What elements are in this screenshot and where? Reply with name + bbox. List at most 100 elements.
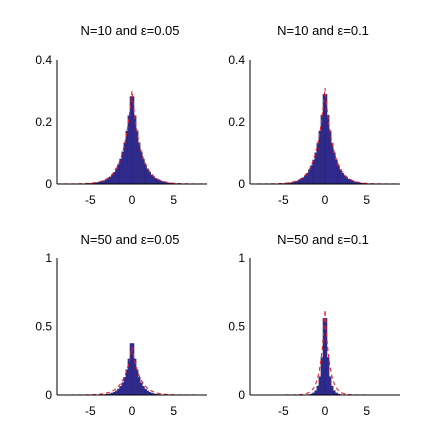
histogram-bar bbox=[314, 390, 317, 396]
histogram-bar bbox=[304, 175, 307, 185]
histogram-bar bbox=[119, 386, 122, 396]
histogram-bar bbox=[337, 165, 340, 185]
y-tick-label: 0.4 bbox=[228, 53, 245, 67]
histogram-bar bbox=[102, 180, 106, 185]
histogram-bar bbox=[306, 172, 309, 185]
histogram-bar bbox=[333, 152, 336, 185]
histogram-bar bbox=[341, 172, 344, 185]
histogram-bar bbox=[318, 376, 321, 396]
histogram-bar bbox=[297, 180, 301, 185]
y-tick-label: 0 bbox=[238, 177, 245, 191]
panel-title: N=50 and ε=0.05 bbox=[80, 232, 179, 247]
histogram-bar bbox=[142, 158, 145, 185]
x-tick-label: -5 bbox=[278, 404, 289, 418]
histogram-bar bbox=[308, 169, 311, 185]
histogram-bar bbox=[104, 179, 108, 185]
x-tick-label: 0 bbox=[129, 404, 136, 418]
histogram-bar bbox=[121, 151, 124, 185]
x-tick-label: -5 bbox=[85, 404, 96, 418]
histogram-bar bbox=[333, 390, 336, 396]
histogram-bar bbox=[140, 382, 143, 396]
fit-curve bbox=[250, 87, 400, 185]
histogram-bar bbox=[148, 172, 151, 185]
histogram-bar bbox=[131, 343, 135, 396]
panel-title: N=50 and ε=0.1 bbox=[277, 232, 369, 247]
panel-title: N=10 and ε=0.1 bbox=[277, 23, 369, 38]
histogram-bar bbox=[314, 152, 317, 185]
x-tick-label: 0 bbox=[129, 193, 136, 207]
histogram-bar bbox=[117, 164, 120, 185]
histogram-bar bbox=[115, 168, 118, 185]
panel-2: N=10 and ε=0.1 0 0.2 0.4 -5 0 5 bbox=[228, 23, 400, 207]
histogram-bar bbox=[138, 377, 141, 396]
histogram-bar bbox=[150, 174, 153, 185]
x-tick-label: -5 bbox=[85, 193, 96, 207]
x-tick-label: 5 bbox=[363, 193, 370, 207]
histogram-bar bbox=[310, 165, 313, 185]
histogram-bar bbox=[142, 386, 145, 396]
histogram-bar bbox=[329, 376, 332, 396]
y-tick-label: 0.2 bbox=[228, 115, 245, 129]
histogram-bar bbox=[312, 159, 315, 185]
panel-4: N=50 and ε=0.1 0 0.5 1 -5 0 5 bbox=[228, 232, 400, 418]
histogram bbox=[279, 94, 371, 185]
x-tick-label: 0 bbox=[322, 404, 329, 418]
x-tick-label: 5 bbox=[170, 193, 177, 207]
histogram-bar bbox=[324, 94, 328, 185]
histogram-bar bbox=[106, 178, 110, 185]
panel-title: N=10 and ε=0.05 bbox=[80, 23, 179, 38]
histogram-bar bbox=[113, 172, 116, 185]
histogram-bar bbox=[144, 164, 147, 185]
histogram-bar bbox=[320, 357, 324, 396]
histogram-bar bbox=[339, 169, 342, 185]
histogram-bar bbox=[320, 114, 324, 185]
x-tick-label: 5 bbox=[363, 404, 370, 418]
histogram-bar bbox=[335, 159, 338, 185]
histogram-bar bbox=[146, 390, 149, 396]
histogram-bar bbox=[331, 143, 334, 185]
x-tick-label: -5 bbox=[278, 193, 289, 207]
histogram-bar bbox=[140, 151, 143, 185]
panel-1: N=10 and ε=0.05 0 0.2 0.4 -5 0 5 bbox=[35, 23, 207, 207]
histogram-bar bbox=[154, 178, 158, 185]
histogram bbox=[308, 318, 342, 396]
histogram-bar bbox=[125, 130, 128, 185]
y-tick-label: 0.2 bbox=[35, 115, 52, 129]
y-tick-label: 0.5 bbox=[35, 320, 52, 334]
y-tick-label: 0 bbox=[238, 388, 245, 402]
x-tick-label: 5 bbox=[170, 404, 177, 418]
histogram-bar bbox=[117, 388, 120, 396]
y-tick-label: 0 bbox=[45, 388, 52, 402]
histogram-bar bbox=[119, 158, 122, 185]
fit-curve bbox=[57, 346, 207, 396]
histogram-bar bbox=[326, 357, 330, 396]
histogram-bar bbox=[316, 385, 319, 396]
y-tick-label: 0.5 bbox=[228, 320, 245, 334]
histogram-bar bbox=[144, 388, 147, 396]
histogram-bar bbox=[111, 174, 114, 185]
histogram-bar bbox=[345, 177, 349, 185]
histogram-bar bbox=[152, 176, 156, 185]
histogram-bar bbox=[349, 180, 353, 185]
histogram bbox=[83, 96, 181, 185]
histogram-bar bbox=[115, 390, 118, 396]
histogram-bar bbox=[343, 175, 346, 185]
histogram-bar bbox=[123, 377, 126, 396]
histogram-bar bbox=[158, 180, 162, 185]
histogram-bar bbox=[318, 130, 321, 185]
histogram bbox=[100, 343, 164, 396]
histogram-bar bbox=[347, 178, 351, 185]
histogram-bar bbox=[299, 178, 303, 185]
x-tick-label: 0 bbox=[322, 193, 329, 207]
y-tick-label: 1 bbox=[45, 251, 52, 265]
histogram-bar bbox=[133, 115, 137, 185]
histogram-bar bbox=[129, 96, 133, 185]
panel-3: N=50 and ε=0.05 0 0.5 1 -5 0 5 bbox=[35, 232, 207, 418]
y-tick-label: 0 bbox=[45, 177, 52, 191]
histogram-bar bbox=[133, 358, 137, 396]
histogram-bar bbox=[138, 142, 141, 185]
histogram-bar bbox=[156, 179, 160, 185]
histogram-bar bbox=[108, 176, 112, 185]
histogram-bar bbox=[301, 177, 305, 185]
